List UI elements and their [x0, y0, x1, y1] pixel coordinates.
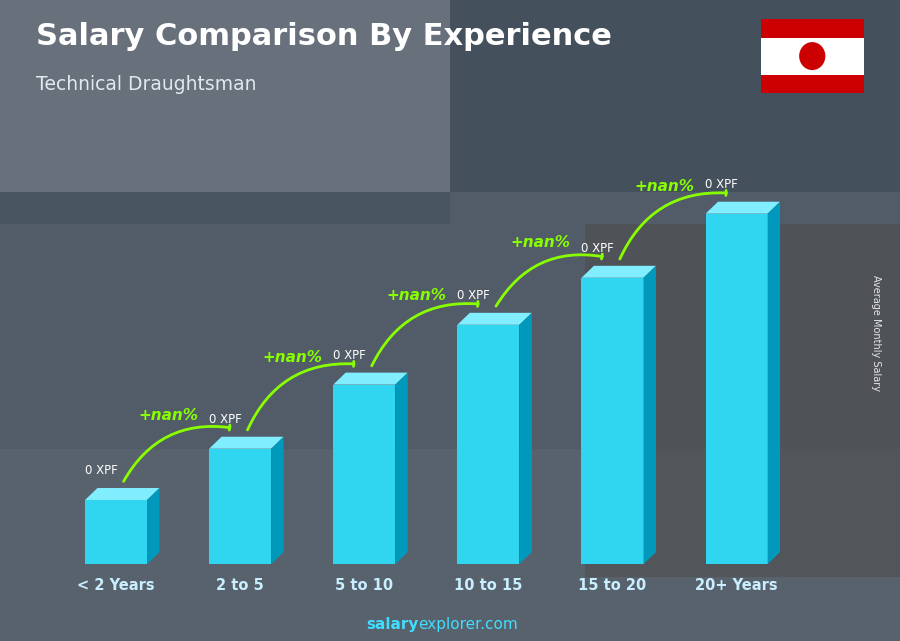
Text: +nan%: +nan%	[386, 288, 446, 303]
Bar	[0, 0, 450, 224]
Polygon shape	[85, 488, 159, 500]
Text: 0 XPF: 0 XPF	[209, 413, 242, 426]
Text: salary: salary	[366, 617, 418, 633]
Text: 0 XPF: 0 XPF	[85, 464, 118, 478]
Polygon shape	[519, 313, 532, 564]
Polygon shape	[271, 437, 284, 564]
Polygon shape	[333, 372, 408, 385]
Polygon shape	[147, 488, 159, 564]
Polygon shape	[581, 266, 656, 278]
FancyBboxPatch shape	[457, 325, 519, 564]
FancyBboxPatch shape	[581, 278, 643, 564]
Polygon shape	[706, 202, 780, 213]
Polygon shape	[644, 266, 656, 564]
Text: Salary Comparison By Experience: Salary Comparison By Experience	[36, 22, 612, 51]
Bar	[0, 192, 900, 449]
Polygon shape	[395, 372, 408, 564]
Text: +nan%: +nan%	[262, 351, 322, 365]
FancyBboxPatch shape	[333, 385, 395, 564]
Text: Average Monthly Salary: Average Monthly Salary	[871, 276, 881, 391]
Text: 0 XPF: 0 XPF	[706, 178, 738, 191]
FancyBboxPatch shape	[209, 449, 271, 564]
Polygon shape	[457, 313, 532, 325]
Text: +nan%: +nan%	[510, 235, 571, 250]
Text: 0 XPF: 0 XPF	[333, 349, 365, 362]
Bar	[585, 224, 900, 577]
Text: Technical Draughtsman: Technical Draughtsman	[36, 75, 256, 94]
FancyBboxPatch shape	[706, 213, 768, 564]
Circle shape	[799, 42, 825, 70]
Polygon shape	[768, 202, 780, 564]
Bar	[0, 449, 900, 641]
Text: explorer.com: explorer.com	[418, 617, 518, 633]
FancyBboxPatch shape	[85, 500, 147, 564]
Text: 0 XPF: 0 XPF	[457, 289, 490, 302]
Text: +nan%: +nan%	[139, 408, 198, 423]
Bar	[450, 0, 900, 192]
Bar	[760, 38, 864, 74]
Polygon shape	[209, 437, 284, 449]
Text: 0 XPF: 0 XPF	[581, 242, 614, 255]
Text: +nan%: +nan%	[634, 179, 695, 194]
